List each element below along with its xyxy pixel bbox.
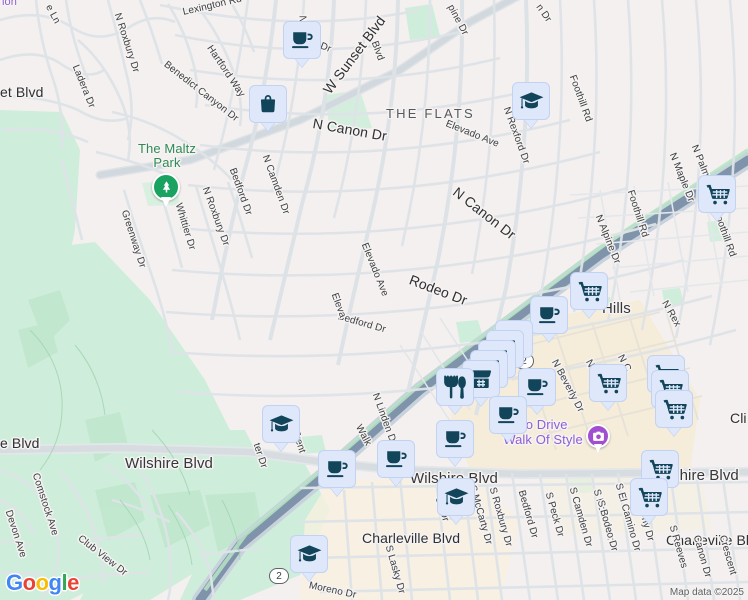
map-marker-cafe[interactable] [283,21,321,67]
school-icon[interactable] [437,478,475,516]
map-marker-grocery-cart[interactable] [589,364,627,410]
grocery-cart-icon[interactable] [630,478,668,516]
grocery-cart-icon[interactable] [655,390,693,428]
marker-tail [388,476,404,486]
school-icon[interactable] [512,82,550,120]
map-marker-grocery-cart[interactable] [698,175,736,221]
cafe-icon[interactable] [489,396,527,434]
map-marker-cafe[interactable] [377,440,415,486]
map-marker-cafe[interactable] [530,296,568,342]
marker-tail [581,308,597,318]
map-marker-school[interactable] [262,405,300,451]
shopping-bag-icon[interactable] [249,85,287,123]
marker-tail [273,441,289,451]
cafe-icon[interactable] [377,440,415,478]
google-logo: Google [6,570,79,595]
grocery-cart-icon[interactable] [570,272,608,310]
map-marker-cafe[interactable] [489,396,527,442]
marker-tail [473,396,489,406]
grocery-cart-icon[interactable] [589,364,627,402]
map-marker-school[interactable] [290,535,328,581]
poi-pin[interactable] [586,424,610,454]
cafe-icon[interactable] [530,296,568,334]
marker-tail [329,486,345,496]
marker-tail [641,514,657,524]
map-marker-cafe[interactable] [318,450,356,496]
cafe-icon[interactable] [283,21,321,59]
marker-tail [529,404,545,414]
grocery-cart-icon[interactable] [698,175,736,213]
marker-tail [447,404,463,414]
marker-tail [666,426,682,436]
marker-tail [260,121,276,131]
map-marker-shopping-bag[interactable] [249,85,287,131]
cafe-icon[interactable] [436,420,474,458]
highway-shield: 2 [269,568,289,584]
marker-tail [301,571,317,581]
marker-tail [294,57,310,67]
marker-tail [447,456,463,466]
marker-tail [500,432,516,442]
school-icon[interactable] [290,535,328,573]
cafe-icon[interactable] [318,450,356,488]
marker-tail [709,211,725,221]
map-marker-restaurant[interactable] [436,368,474,414]
park-pin[interactable] [152,173,180,209]
map-marker-school[interactable] [437,478,475,524]
map-marker-grocery-cart[interactable] [655,390,693,436]
map-marker-cafe[interactable] [436,420,474,466]
map-marker-grocery-cart[interactable] [570,272,608,318]
marker-tail [600,400,616,410]
school-icon[interactable] [262,405,300,443]
marker-tail [523,118,539,128]
map-attribution: Map data ©2025 [669,587,744,598]
restaurant-icon[interactable] [436,368,474,406]
map-marker-school[interactable] [512,82,550,128]
marker-tail [448,514,464,524]
map-marker-grocery-cart[interactable] [630,478,668,524]
marker-tail [541,332,557,342]
